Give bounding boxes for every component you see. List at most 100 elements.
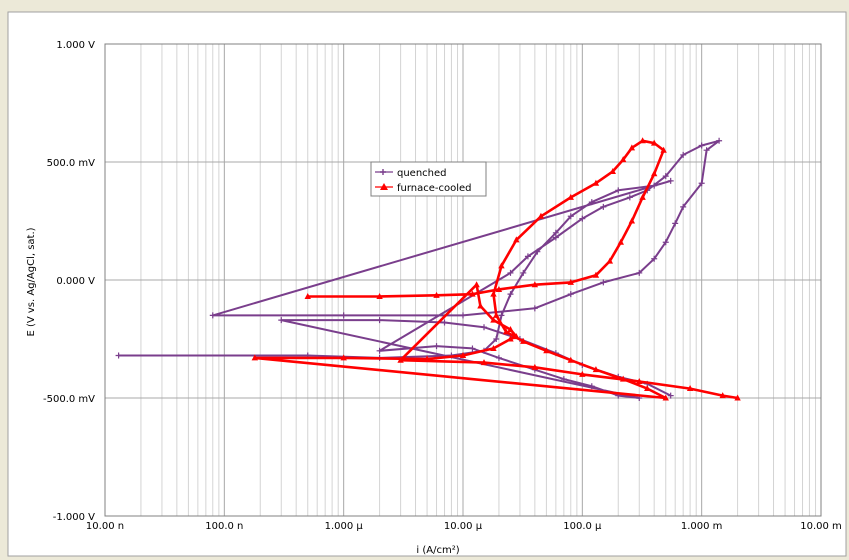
y-axis-ticks: 1.000 V 500.0 mV 0.000 V -500.0 mV -1.000 V <box>43 40 95 523</box>
data-point-quenched <box>662 173 669 180</box>
data-point-quenched <box>524 253 531 260</box>
data-point-quenched <box>340 312 347 319</box>
data-point-quenched <box>588 199 595 206</box>
data-point-furnace-cooled <box>531 281 539 288</box>
legend-box <box>370 161 487 197</box>
x-tick-label: 10.00 m <box>800 521 842 532</box>
data-point-quenched <box>600 279 607 286</box>
data-point-furnace-cooled <box>513 236 520 243</box>
data-point-furnace-cooled <box>477 302 484 309</box>
data-point-furnace-cooled <box>628 144 636 151</box>
data-point-furnace-cooled <box>686 385 694 392</box>
data-point-furnace-cooled <box>490 316 497 323</box>
data-point-furnace-cooled <box>619 375 627 382</box>
data-point-furnace-cooled <box>650 139 658 146</box>
series-layer <box>115 137 741 401</box>
y-tick-label: 500.0 mV <box>47 158 96 169</box>
data-point-furnace-cooled <box>660 146 667 153</box>
data-point-quenched <box>626 194 633 201</box>
data-point-quenched <box>209 312 216 319</box>
data-point-furnace-cooled <box>592 271 600 278</box>
data-point-furnace-cooled <box>251 354 258 361</box>
x-tick-label: 1.000 m <box>681 521 723 532</box>
series-quenched <box>115 137 723 401</box>
data-point-quenched <box>672 220 679 227</box>
data-point-quenched <box>376 347 383 354</box>
data-point-furnace-cooled <box>520 337 527 344</box>
data-point-quenched <box>667 177 674 184</box>
data-point-quenched <box>460 312 466 319</box>
x-tick-label: 100.0 n <box>205 521 243 532</box>
data-point-furnace-cooled <box>636 377 643 384</box>
data-point-furnace-cooled <box>469 290 476 297</box>
data-point-furnace-cooled <box>423 355 431 362</box>
data-point-quenched <box>493 336 500 342</box>
data-point-furnace-cooled <box>639 193 646 200</box>
data-point-furnace-cooled <box>662 394 669 401</box>
data-point-furnace-cooled <box>340 354 347 361</box>
data-point-furnace-cooled <box>639 137 646 144</box>
data-point-quenched <box>469 345 476 352</box>
data-point-quenched <box>579 215 586 222</box>
data-point-quenched <box>636 269 643 276</box>
data-point-furnace-cooled <box>473 281 480 288</box>
data-point-furnace-cooled <box>567 356 574 363</box>
data-point-furnace-cooled <box>531 363 539 370</box>
data-point-quenched <box>278 317 285 324</box>
y-tick-label: -1.000 V <box>53 512 95 523</box>
data-point-furnace-cooled <box>459 352 467 359</box>
data-point-furnace-cooled <box>502 328 510 335</box>
data-point-furnace-cooled <box>490 344 497 351</box>
x-axis-label: i (A/cm²) <box>416 545 459 556</box>
data-point-furnace-cooled <box>567 193 574 200</box>
data-point-quenched <box>703 147 710 154</box>
data-point-furnace-cooled <box>507 326 514 333</box>
data-point-furnace-cooled <box>734 394 741 401</box>
data-point-furnace-cooled <box>480 359 488 366</box>
data-point-furnace-cooled <box>579 370 586 377</box>
data-point-quenched <box>567 291 574 298</box>
data-point-furnace-cooled <box>490 290 497 297</box>
data-point-furnace-cooled <box>628 217 636 224</box>
data-point-furnace-cooled <box>592 179 600 186</box>
data-point-quenched <box>433 343 440 350</box>
data-point-quenched <box>560 376 567 383</box>
data-point-quenched <box>567 213 574 220</box>
data-point-quenched <box>520 269 527 276</box>
data-point-furnace-cooled <box>617 238 624 245</box>
data-point-furnace-cooled <box>592 366 600 373</box>
data-point-furnace-cooled <box>537 212 545 219</box>
legend-swatch-quenched-marker <box>380 169 386 175</box>
y-tick-label: 1.000 V <box>56 40 95 51</box>
data-point-quenched <box>534 248 541 255</box>
data-point-furnace-cooled <box>567 278 574 285</box>
data-point-quenched <box>680 151 687 158</box>
data-point-furnace-cooled <box>619 156 627 163</box>
data-point-quenched <box>698 180 705 187</box>
data-point-quenched <box>698 142 705 149</box>
data-point-furnace-cooled <box>606 257 614 264</box>
data-point-quenched <box>552 234 559 241</box>
data-point-furnace-cooled <box>498 262 505 269</box>
data-point-furnace-cooled <box>433 291 440 298</box>
data-point-quenched <box>667 392 674 399</box>
data-point-quenched <box>441 319 448 326</box>
data-point-furnace-cooled <box>495 285 503 292</box>
data-point-quenched <box>507 269 514 276</box>
y-tick-label: -500.0 mV <box>43 394 95 405</box>
data-point-furnace-cooled <box>493 311 500 318</box>
data-point-furnace-cooled <box>543 347 550 354</box>
data-point-quenched <box>481 324 488 331</box>
legend: quenched furnace-cooled <box>370 161 487 197</box>
data-point-quenched <box>588 383 595 390</box>
data-point-quenched <box>495 354 502 361</box>
legend-label-furnace-cooled: furnace-cooled <box>397 183 472 194</box>
data-point-quenched <box>651 182 658 189</box>
plot-area-border <box>104 43 822 517</box>
x-tick-label: 10.00 n <box>86 521 124 532</box>
data-point-quenched <box>600 203 607 210</box>
data-point-quenched <box>680 203 687 210</box>
y-tick-label: 0.000 V <box>56 276 95 287</box>
data-point-furnace-cooled <box>719 392 726 399</box>
